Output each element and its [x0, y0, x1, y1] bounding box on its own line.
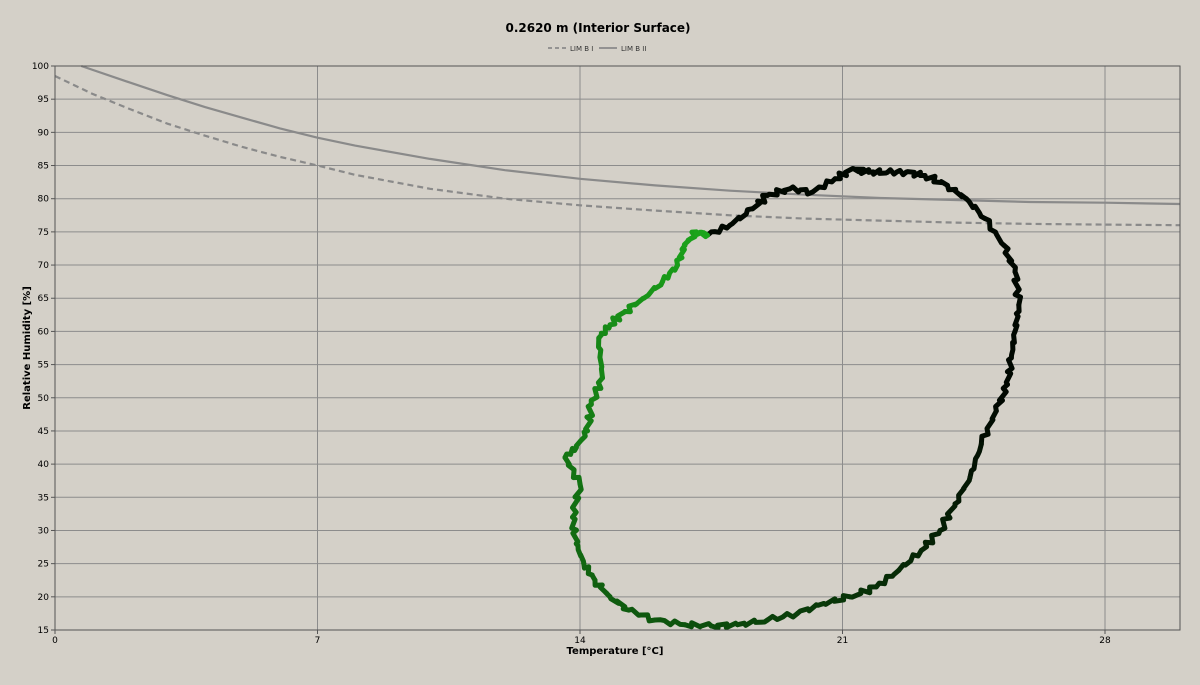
series-layer	[54, 64, 1181, 631]
measured-trajectory-segment	[787, 184, 815, 197]
measured-trajectory-segment	[967, 441, 984, 480]
y-tick-label: 85	[38, 162, 49, 172]
measured-trajectory-segment	[1011, 269, 1023, 308]
x-tick-label: 14	[574, 636, 586, 646]
measured-trajectory-segment	[885, 167, 909, 178]
y-axis-title: Relative Humidity [%]	[22, 286, 33, 410]
measured-trajectory-segment	[573, 428, 590, 450]
measured-trajectory-segment	[963, 196, 988, 222]
y-tick-label: 65	[38, 294, 49, 304]
measured-trajectory-segment	[681, 229, 699, 248]
measured-trajectory-segment	[735, 617, 770, 628]
y-tick-label: 30	[38, 526, 50, 536]
measured-trajectory-segment	[903, 169, 928, 179]
measured-trajectory-segment	[1001, 242, 1018, 275]
y-tick-label: 35	[38, 493, 49, 503]
measured-trajectory-segment	[596, 335, 605, 381]
measured-trajectory-segment	[588, 375, 605, 407]
plot-frame	[54, 65, 1181, 631]
measured-trajectory-segment	[641, 279, 665, 301]
measured-trajectory-segment	[1008, 328, 1018, 361]
measured-trajectory-segment	[851, 166, 872, 176]
measured-trajectory-segment	[937, 501, 958, 533]
measured-trajectory-segment	[682, 620, 714, 630]
measured-trajectory-segment	[727, 206, 755, 228]
y-tick-label: 60	[38, 327, 50, 337]
measured-trajectory-segment	[922, 173, 950, 188]
measured-trajectory-segment	[562, 455, 583, 487]
x-tick-label: 7	[315, 636, 321, 646]
y-tick-label: 55	[38, 361, 49, 371]
y-tick-label: 100	[32, 62, 49, 72]
measured-trajectory-segment	[562, 445, 579, 460]
y-tick-label: 45	[38, 427, 49, 437]
x-tick-label: 28	[1099, 636, 1111, 646]
measured-trajectory-segment	[581, 561, 598, 583]
measured-trajectory-segment	[765, 186, 793, 198]
series-lim-b-i-line	[54, 75, 1181, 227]
measured-trajectory-segment	[810, 176, 838, 195]
y-tick-label: 90	[38, 128, 50, 138]
y-tick-label: 80	[38, 195, 50, 205]
measured-trajectory-segment	[573, 541, 587, 567]
measured-trajectory-segment	[570, 481, 584, 520]
y-tick-label: 20	[38, 593, 50, 603]
chart-title: 0.2620 m (Interior Surface)	[505, 21, 690, 35]
measured-trajectory-segment	[952, 474, 973, 507]
x-tick-label: 0	[52, 636, 58, 646]
measured-trajectory-segment	[896, 547, 924, 573]
measured-trajectory-segment	[978, 408, 999, 447]
y-axis: 15 20 25 30 35 40 45 50 55 60 65 70 75 80 85 90 95 100	[32, 62, 55, 636]
x-tick-label: 21	[837, 636, 848, 646]
y-tick-label: 15	[38, 626, 49, 636]
measured-trajectory-segment	[626, 606, 658, 624]
measured-trajectory-segment	[1012, 302, 1022, 334]
x-axis-title: Temperature [°C]	[567, 646, 664, 657]
measured-trajectory-segment	[569, 514, 581, 547]
series-lim-b-ii-line	[80, 64, 1181, 206]
legend-label-lim-b-i: LIM B I	[570, 45, 593, 53]
legend: LIM B I LIM B II	[548, 45, 646, 53]
measured-trajectory-segment	[592, 577, 613, 600]
plot-area	[54, 64, 1181, 631]
y-tick-label: 25	[38, 560, 49, 570]
y-tick-label: 95	[38, 95, 49, 105]
legend-label-lim-b-ii: LIM B II	[621, 45, 646, 53]
y-tick-label: 40	[38, 460, 50, 470]
measured-trajectory-segment	[674, 242, 688, 268]
measured-trajectory-segment	[993, 382, 1010, 414]
measured-trajectory-segment	[705, 222, 733, 238]
measured-trajectory-segment	[660, 262, 680, 285]
plot-background	[55, 66, 1180, 630]
measured-trajectory-segment	[945, 182, 969, 202]
grid	[55, 66, 1180, 630]
measured-trajectory-segment	[873, 567, 902, 590]
measured-trajectory-segment	[693, 229, 710, 240]
y-tick-label: 70	[38, 261, 50, 271]
measured-trajectory-segment	[918, 528, 943, 553]
measured-trajectory-segment	[708, 620, 740, 631]
measured-trajectory-segment	[652, 617, 688, 628]
measured-trajectory-segment	[982, 216, 1007, 248]
measured-trajectory-segment	[596, 322, 613, 341]
x-axis: 0 7 14 21 28	[52, 630, 1111, 646]
measured-trajectory-segment	[583, 401, 595, 434]
y-tick-label: 50	[38, 394, 50, 404]
measured-trajectory-segment	[795, 601, 827, 616]
y-tick-label: 75	[38, 228, 49, 238]
measured-trajectory-segment	[750, 192, 770, 212]
measured-trajectory-segment	[765, 610, 800, 623]
